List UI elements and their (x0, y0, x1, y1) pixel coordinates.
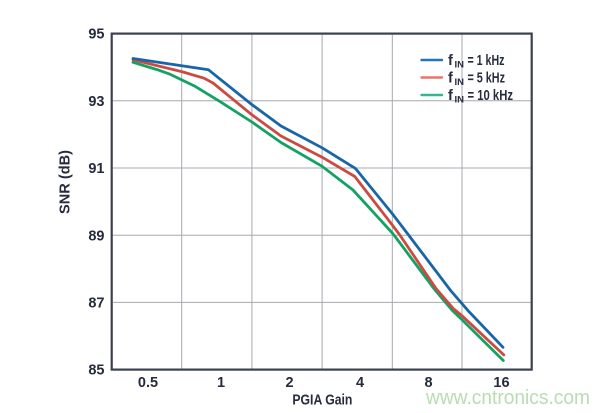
svg-text:16: 16 (493, 375, 509, 391)
svg-text:SNR (dB): SNR (dB) (57, 150, 74, 214)
svg-text:f: f (448, 71, 453, 87)
svg-text:PGIA Gain: PGIA Gain (292, 392, 352, 409)
svg-text:= 1 kHz: = 1 kHz (468, 53, 505, 69)
svg-text:85: 85 (88, 363, 104, 379)
svg-text:f: f (448, 88, 453, 104)
svg-text:IN: IN (455, 60, 465, 71)
svg-text:www.cntronics.com: www.cntronics.com (425, 387, 590, 409)
svg-text:8: 8 (424, 375, 432, 391)
svg-text:0.5: 0.5 (138, 375, 158, 391)
svg-text:87: 87 (88, 296, 104, 312)
svg-text:4: 4 (356, 375, 364, 391)
svg-text:2: 2 (285, 375, 293, 391)
svg-text:= 10 kHz: = 10 kHz (468, 88, 514, 104)
svg-text:IN: IN (455, 95, 465, 106)
svg-text:f: f (448, 53, 453, 69)
svg-text:93: 93 (88, 94, 104, 110)
svg-text:IN: IN (455, 77, 465, 88)
svg-text:89: 89 (88, 228, 104, 244)
svg-text:1: 1 (217, 375, 225, 391)
svg-text:95: 95 (88, 27, 104, 43)
svg-text:91: 91 (88, 161, 104, 177)
svg-text:= 5 kHz: = 5 kHz (468, 71, 506, 87)
